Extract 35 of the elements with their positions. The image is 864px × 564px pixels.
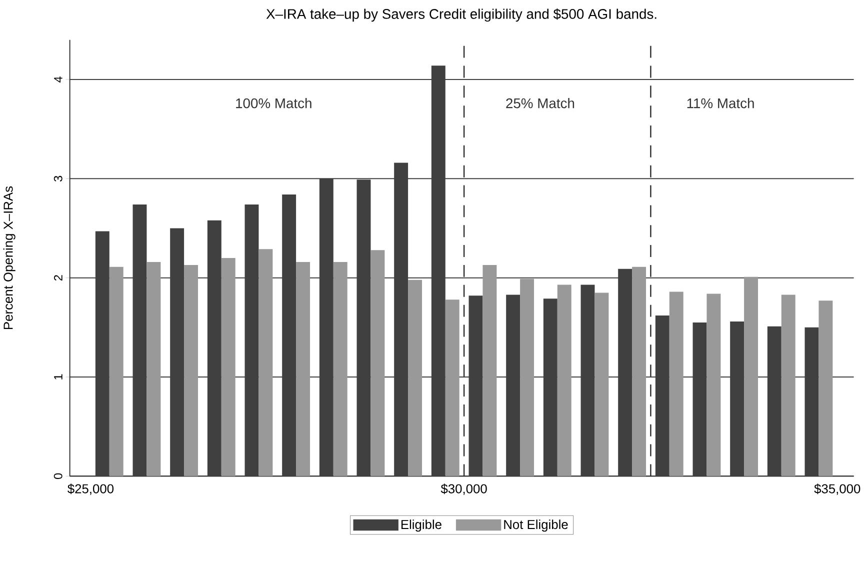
legend-label: Not Eligible [504, 520, 568, 532]
bar [557, 284, 572, 476]
annotation: 25% Match [506, 98, 574, 108]
bar [333, 262, 348, 476]
annotation: 11% Match [687, 98, 754, 108]
bar [520, 278, 534, 476]
y-tick-label: 3 [54, 176, 62, 182]
chart-title: X–IRA take–up by Savers Credit eligibility and $500 AGI bands. [266, 8, 656, 22]
bar [818, 300, 833, 476]
x-tick-label: $30,000 [440, 484, 487, 495]
bar [632, 267, 646, 476]
bar [445, 300, 460, 476]
bar [781, 294, 796, 476]
y-tick-label: 2 [54, 275, 62, 281]
x-tick-label: $35,000 [814, 484, 860, 495]
bar [744, 276, 758, 476]
bar [221, 258, 236, 476]
y-axis-title: Percent Opening X–IRAs [3, 186, 16, 330]
bar [109, 267, 124, 476]
bar [370, 250, 385, 476]
bar [146, 262, 161, 476]
bar [482, 265, 497, 476]
bar [594, 292, 609, 476]
x-tick-label: $25,000 [68, 484, 114, 495]
bar [184, 265, 198, 476]
bar [296, 262, 310, 476]
y-tick-label: 4 [54, 76, 62, 83]
annotation: 100% Match [236, 98, 312, 108]
bar [669, 292, 684, 476]
legend-label: Eligible [401, 520, 442, 532]
bar [706, 294, 721, 476]
bar [258, 249, 273, 476]
bar [408, 280, 422, 476]
y-tick-label: 1 [54, 374, 62, 380]
y-tick-label: 0 [54, 473, 62, 480]
